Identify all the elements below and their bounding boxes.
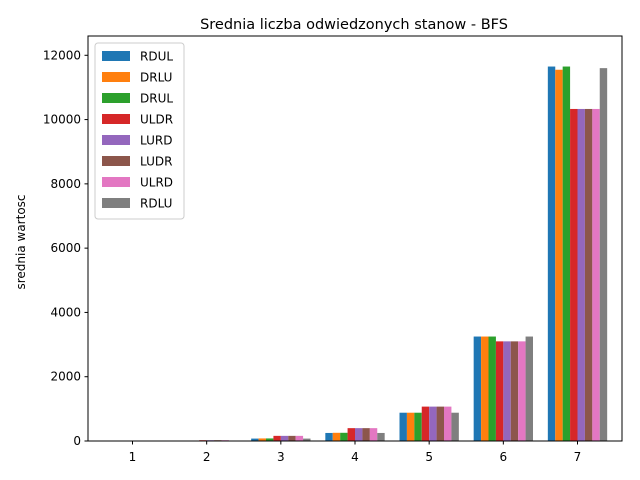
bar-drul-7 [562,66,571,441]
legend-swatch-drlu [102,72,130,82]
legend-label-ludr: LUDR [140,155,172,169]
bar-drul-5 [414,412,422,441]
bar-uldr-7 [570,108,578,442]
chart-title: Srednia liczba odwiedzonych stanow - BFS [200,17,508,33]
bar-drlu-4 [332,432,341,441]
bar-lurd-7 [577,108,585,442]
bar-uldr-4 [347,428,355,441]
y-tick-label: 2000 [50,370,81,384]
y-tick-label: 4000 [50,305,81,319]
bar-rdul-4 [325,432,333,441]
bar-ludr-7 [584,108,593,442]
legend-swatch-drul [102,93,130,103]
bar-ulrd-7 [592,108,600,442]
legend: RDUL DRLU DRUL ULDR LURD LUDR ULRD RDLU [94,42,185,220]
axes-group: 0 2000 4000 6000 8000 10000 12000 1 2 3 4 5 6 7 [43,35,623,464]
legend-label-rdlu: RDLU [140,197,172,211]
bar-drlu-5 [406,412,415,441]
bar-drul-4 [340,432,348,441]
bar-uldr-6 [495,341,504,441]
bar-drlu-6 [481,336,489,441]
bar-uldr-5 [421,406,430,441]
bar-lurd-3 [280,435,289,441]
x-tick-label: 5 [425,450,433,464]
bars-group [102,66,608,442]
bar-lurd-4 [355,428,363,441]
x-tick-label: 3 [277,450,285,464]
bar-rdul-7 [547,66,556,441]
bar-ulrd-3 [295,435,304,441]
legend-label-rdul: RDUL [140,50,173,64]
bar-rdlu-4 [377,432,385,441]
bar-ludr-5 [436,406,444,441]
legend-label-uldr: ULDR [140,113,173,127]
bar-ulrd-4 [369,428,378,441]
bar-ulrd-6 [518,341,526,441]
bar-drul-6 [488,336,496,441]
bar-drlu-7 [555,69,563,441]
bar-rdlu-6 [525,336,533,441]
x-tick-label: 4 [351,450,359,464]
bar-lurd-6 [503,341,511,441]
bar-drlu-3 [258,438,266,441]
bar-ulrd-5 [444,406,452,441]
y-tick-label: 12000 [43,48,81,62]
legend-swatch-uldr [102,114,130,124]
x-tick-label: 2 [203,450,211,464]
bar-rdlu-3 [303,438,311,441]
legend-label-ulrd: ULRD [140,176,173,190]
legend-label-drul: DRUL [140,92,173,106]
bar-uldr-3 [273,435,281,441]
bar-lurd-5 [429,406,437,441]
bar-rdul-3 [251,438,259,441]
x-tick-label: 6 [500,450,508,464]
x-tick-label: 7 [574,450,582,464]
y-tick-label: 10000 [43,113,81,127]
y-tick-label: 8000 [50,177,81,191]
legend-box [94,42,185,220]
bar-rdul-6 [473,336,482,441]
legend-swatch-rdul [102,51,130,61]
bar-rdlu-5 [451,412,459,441]
bar-drul-3 [266,438,274,441]
y-axis-title: srednia wartosc [14,194,28,289]
bar-rdul-5 [399,412,407,441]
x-tick-label: 1 [129,450,137,464]
y-tick-label: 0 [73,434,81,448]
legend-swatch-rdlu [102,198,130,208]
legend-swatch-lurd [102,135,130,145]
y-tick-label: 6000 [50,241,81,255]
bar-ludr-3 [288,435,296,441]
bar-rdlu-7 [599,68,608,441]
legend-label-drlu: DRLU [140,71,172,85]
legend-swatch-ludr [102,156,130,166]
legend-label-lurd: LURD [140,134,172,148]
bar-ludr-4 [362,428,370,441]
bar-ludr-6 [510,341,519,441]
legend-swatch-ulrd [102,177,130,187]
